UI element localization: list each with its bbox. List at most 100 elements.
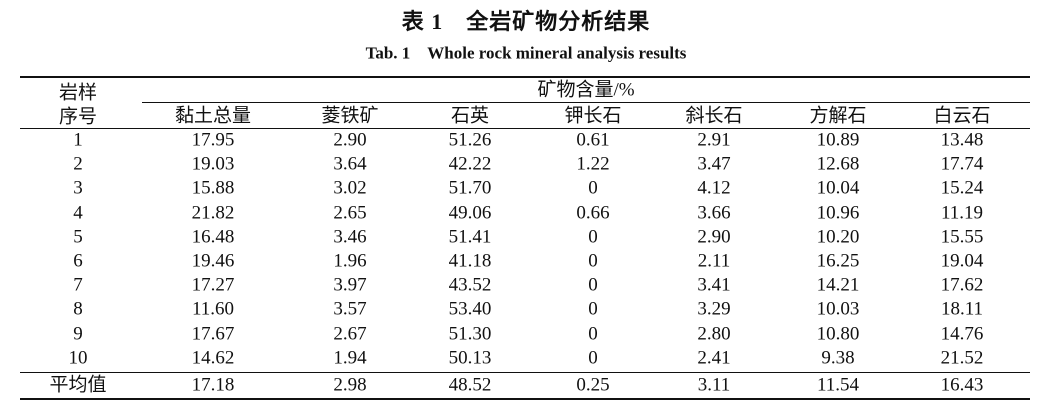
cell: 2.80 [697,323,731,345]
sample-id: 3 [73,177,83,199]
average-cell: 17.18 [191,374,235,396]
group-header: 矿物含量/% [537,79,635,101]
column-header: 菱铁矿 [321,105,379,127]
cell: 3.97 [333,274,367,296]
cell: 2.65 [333,202,367,224]
cell: 0 [588,250,598,272]
cell: 4.12 [697,177,731,199]
average-rule [20,372,1030,373]
column-header: 方解石 [809,105,867,127]
sample-id: 2 [73,153,83,175]
cell: 15.55 [940,226,984,248]
sample-id: 8 [73,298,83,320]
average-cell: 3.11 [697,374,731,396]
average-cell: 2.98 [333,374,367,396]
sample-id: 6 [73,250,83,272]
average-cell: 11.54 [816,374,860,396]
cell: 0 [588,298,598,320]
column-header: 斜长石 [685,105,743,127]
cell: 10.96 [816,202,860,224]
cell: 50.13 [448,347,492,369]
cell: 17.27 [191,274,235,296]
table-title: 表 1 全岩矿物分析结果 [401,9,651,34]
bottom-rule [20,398,1030,400]
cell: 17.62 [940,274,984,296]
cell: 17.67 [191,323,235,345]
sample-id: 4 [73,202,83,224]
cell: 2.41 [697,347,731,369]
cell: 3.64 [333,153,367,175]
cell: 49.06 [448,202,492,224]
cell: 51.26 [448,129,492,151]
cell: 14.76 [940,323,984,345]
cell: 51.70 [448,177,492,199]
header-rule [20,128,1030,129]
cell: 14.62 [191,347,235,369]
cell: 13.48 [940,129,984,151]
cell: 2.90 [697,226,731,248]
sample-id: 5 [73,226,83,248]
cell: 15.88 [191,177,235,199]
cell: 41.18 [448,250,492,272]
table-subtitle: Tab. 1 Whole rock mineral analysis resul… [365,43,687,63]
cell: 11.60 [191,298,235,320]
cell: 17.95 [191,129,235,151]
cell: 3.47 [697,153,731,175]
sample-id: 10 [68,347,88,369]
cell: 0 [588,226,598,248]
cell: 17.74 [940,153,984,175]
average-cell: 16.43 [940,374,984,396]
cell: 14.21 [816,274,860,296]
cell: 0 [588,347,598,369]
cell: 0 [588,274,598,296]
row-header: 序号 [58,106,98,128]
cell: 1.96 [333,250,367,272]
sample-id: 1 [73,129,83,151]
cell: 0 [588,323,598,345]
cell: 21.52 [940,347,984,369]
row-header: 岩样 [58,82,98,104]
cell: 19.04 [940,250,984,272]
cell: 3.41 [697,274,731,296]
cell: 10.04 [816,177,860,199]
cell: 3.46 [333,226,367,248]
cell: 0.66 [576,202,610,224]
top-rule [20,76,1030,78]
cell: 21.82 [191,202,235,224]
sample-id: 7 [73,274,83,296]
cell: 15.24 [940,177,984,199]
average-cell: 48.52 [448,374,492,396]
cell: 43.52 [448,274,492,296]
cell: 2.91 [697,129,731,151]
column-header: 黏土总量 [174,105,252,127]
cell: 19.46 [191,250,235,272]
cell: 2.67 [333,323,367,345]
cell: 51.41 [448,226,492,248]
cell: 1.22 [576,153,610,175]
average-cell: 0.25 [576,374,610,396]
sample-id: 9 [73,323,83,345]
cell: 2.90 [333,129,367,151]
cell: 3.02 [333,177,367,199]
cell: 9.38 [821,347,855,369]
cell: 19.03 [191,153,235,175]
cell: 18.11 [940,298,984,320]
cell: 10.20 [816,226,860,248]
column-header: 钾长石 [564,105,622,127]
cell: 1.94 [333,347,367,369]
average-label: 平均值 [49,374,107,396]
cell: 2.11 [697,250,731,272]
cell: 12.68 [816,153,860,175]
column-header: 白云石 [933,105,991,127]
cell: 3.57 [333,298,367,320]
column-header: 石英 [450,105,490,127]
cell: 16.48 [191,226,235,248]
cell: 53.40 [448,298,492,320]
cell: 42.22 [448,153,492,175]
cell: 10.03 [816,298,860,320]
cell: 51.30 [448,323,492,345]
cell: 3.66 [697,202,731,224]
cell: 16.25 [816,250,860,272]
cell: 10.89 [816,129,860,151]
